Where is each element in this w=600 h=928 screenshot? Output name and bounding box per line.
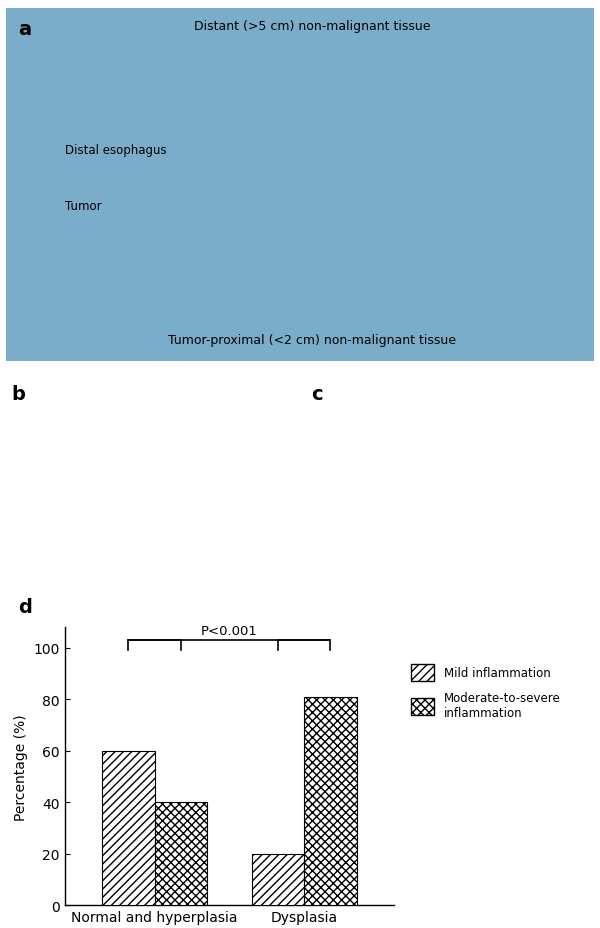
Text: Tumor: Tumor: [65, 200, 101, 213]
Text: b: b: [12, 384, 26, 404]
Text: c: c: [311, 384, 323, 404]
Text: Distal esophagus: Distal esophagus: [65, 144, 166, 157]
Text: Tumor-proximal (<2 cm) non-malignant tissue: Tumor-proximal (<2 cm) non-malignant tis…: [168, 334, 456, 347]
Text: d: d: [18, 598, 32, 616]
Text: a: a: [18, 19, 31, 39]
Text: Distant (>5 cm) non-malignant tissue: Distant (>5 cm) non-malignant tissue: [194, 19, 430, 32]
